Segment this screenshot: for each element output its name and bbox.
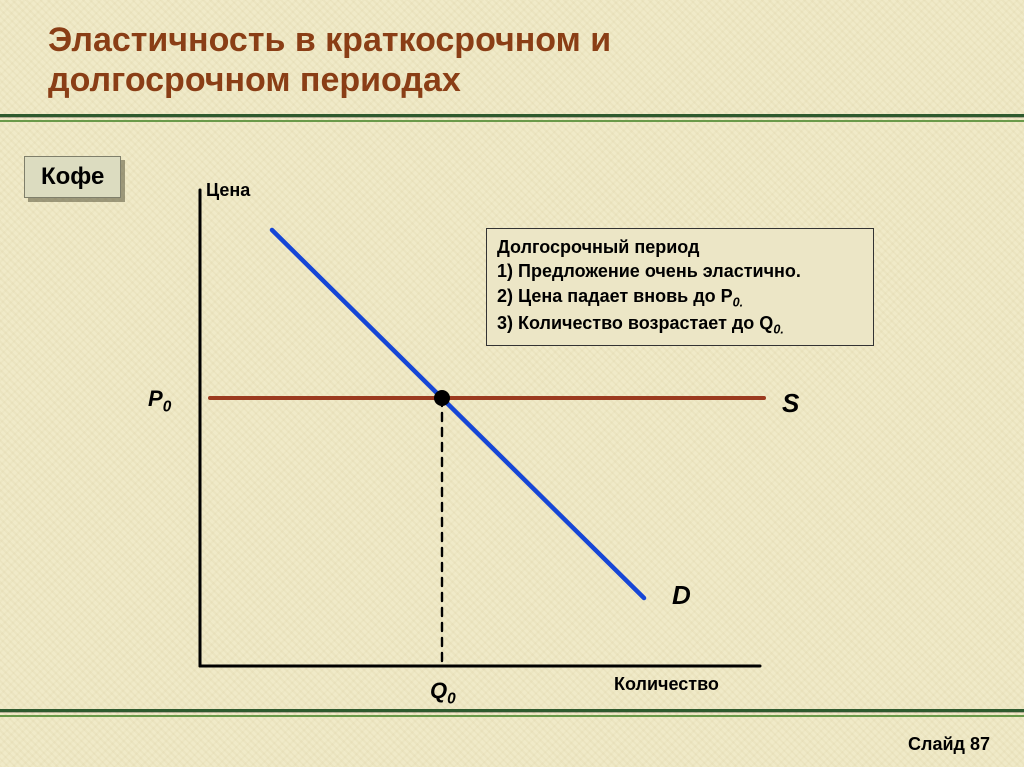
supply-label: S [782, 388, 799, 419]
info-heading: Долгосрочный период [497, 235, 863, 259]
title-line2: долгосрочном периодах [48, 61, 461, 99]
p0-label: P0 [148, 386, 171, 416]
y-axis-label: Цена [206, 180, 250, 201]
chart-area: Цена Количество S D P0 Q 0 Долгосрочный п… [0, 180, 1024, 700]
slide-title: Эластичность в краткосрочном и долгосроч… [0, 0, 1024, 108]
title-line1: Эластичность в краткосрочном и [48, 21, 611, 59]
bottom-rule [0, 709, 1024, 721]
top-rule [0, 114, 1024, 126]
info-item-1: 1) Предложение очень эластично. [497, 259, 863, 283]
q0-letter: Q [430, 678, 447, 703]
demand-label: D [672, 580, 691, 611]
slide-number: Слайд 87 [0, 728, 1024, 755]
info-box: Долгосрочный период 1) Предложение очень… [486, 228, 874, 346]
q0-sub: 0 [447, 690, 456, 707]
x-axis-label: Количество [614, 674, 719, 695]
q0-label: Q0 [430, 678, 456, 708]
info-item-2: 2) Цена падает вновь до P0. [497, 284, 863, 312]
p0-sub: 0 [163, 398, 172, 415]
p0-letter: P [148, 386, 163, 411]
info-item-3: 3) Количество возрастает до Q0. [497, 311, 863, 339]
